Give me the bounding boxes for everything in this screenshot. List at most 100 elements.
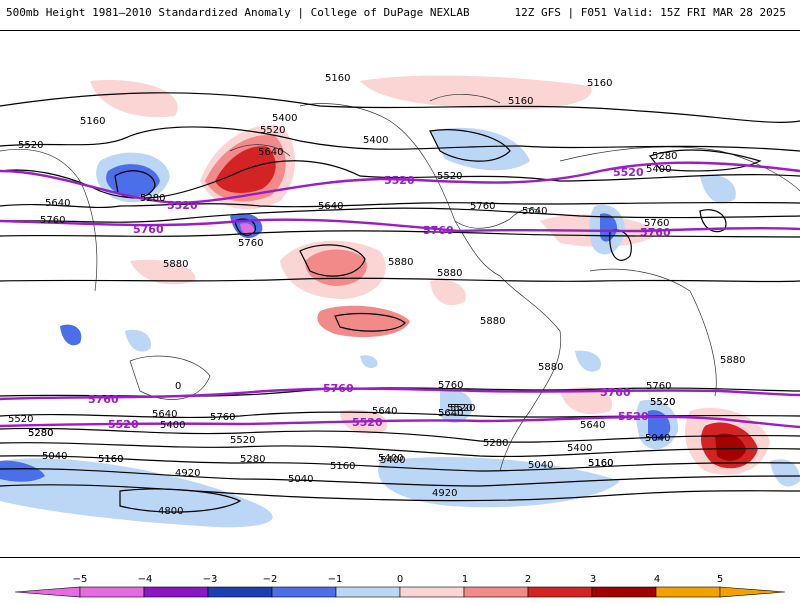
contour-label: 5640 [522,206,547,217]
contour-label: 5520 [650,397,675,408]
contour-label: 4800 [158,506,183,517]
contour-label: 5280 [28,428,53,439]
contour-label: 5400 [378,453,403,464]
contour-label: 5880 [538,362,563,373]
reference-height-label: 5520 [384,174,415,187]
contour-label: 5160 [330,461,355,472]
map-title: 500mb Height 1981–2010 Standardized Anom… [6,6,470,19]
contour-label: 5160 [325,73,350,84]
colorbar-swatch [399,586,465,598]
colorbar-swatch [527,586,593,598]
negative-anomaly-shading [0,127,800,528]
colorbar-tick: 2 [525,574,531,585]
colorbar-swatch [143,586,209,598]
contour-label: 5040 [288,474,313,485]
anomaly-map: 5160 5160 5160 5160 5520 5520 5400 5400 … [0,73,800,528]
colorbar-min-arrow [14,586,81,598]
colorbar-max-arrow [719,586,786,598]
reference-height-label: 5760 [600,386,631,399]
contour-label: 5520 [18,140,43,151]
reference-height-label: 5520 [618,410,649,423]
colorbar-tick-labels: −5 −4 −3 −2 −1 0 1 2 3 4 5 [73,574,724,585]
contour-label: 5640 [318,201,343,212]
anomaly-colorbar: −5 −4 −3 −2 −1 0 1 2 3 4 5 [0,570,800,600]
contour-label: 5880 [388,257,413,268]
colorbar-swatches [14,586,786,598]
colorbar-swatch [655,586,721,598]
reference-height-label: 5520 [352,416,383,429]
contour-label: 5640 [152,409,177,420]
contour-label: 5640 [372,406,397,417]
contour-label: 5880 [437,268,462,279]
coastlines [0,94,800,472]
reference-height-label: 5520 [167,199,198,212]
contour-label: 5400 [646,164,671,175]
colorbar-swatch [79,586,145,598]
contour-label: 5280 [652,151,677,162]
contour-label: 5400 [363,135,388,146]
colorbar-tick: −3 [203,574,218,585]
contour-label: 5160 [80,116,105,127]
contour-label: 5160 [588,458,613,469]
contour-label: 0 [175,381,181,392]
contour-label: 5280 [240,454,265,465]
colorbar-tick: 4 [654,574,660,585]
contour-label: 5040 [645,433,670,444]
contour-label: 5520 [437,171,462,182]
colorbar-svg: −5 −4 −3 −2 −1 0 1 2 3 4 5 [14,574,786,598]
colorbar-tick: −5 [73,574,88,585]
contour-label: 5040 [528,460,553,471]
reference-height-label: 5760 [323,382,354,395]
colorbar-tick: −1 [328,574,343,585]
contour-label: 5880 [480,316,505,327]
reference-height-label: 5520 [613,166,644,179]
contour-label: 5760 [646,381,671,392]
colorbar-swatch [207,586,273,598]
reference-height-lines [0,161,800,429]
contour-labels: 5160 5160 5160 5160 5520 5520 5400 5400 … [8,73,745,517]
contour-label: 5280 [140,193,165,204]
reference-height-label: 5760 [640,226,671,239]
colorbar-tick: −2 [263,574,278,585]
colorbar-tick: 3 [590,574,596,585]
contour-label: 5160 [508,96,533,107]
contour-label: 5760 [438,380,463,391]
map-panel: 5160 5160 5160 5160 5520 5520 5400 5400 … [0,30,800,558]
colorbar-swatch [335,586,401,598]
contour-label: 5880 [163,259,188,270]
contour-label: 5640 [580,420,605,431]
reference-height-label: 5760 [133,223,164,236]
contour-label: 4920 [432,488,457,499]
contour-label: 5400 [567,443,592,454]
colorbar-tick: 0 [397,574,403,585]
contour-label: 5160 [588,458,613,469]
contour-label: 5520 [230,435,255,446]
contour-label: 5280 [28,428,53,439]
contour-label: 5760 [210,412,235,423]
colorbar-swatch [463,586,529,598]
contour-label: 5760 [470,201,495,212]
contour-label: 5640 [45,198,70,209]
model-run-info: 12Z GFS | F051 Valid: 15Z FRI MAR 28 202… [514,6,786,19]
contour-label: 5760 [40,215,65,226]
contour-label: 4920 [175,468,200,479]
contour-label: 5280 [483,438,508,449]
contour-label: 5760 [644,218,669,229]
reference-height-label: 5760 [88,393,119,406]
contour-label: 5880 [720,355,745,366]
contour-label: 5520 [650,397,675,408]
contour-label: 5400 [380,455,405,466]
contour-label: 5400 [160,420,185,431]
contour-label: 5760 [238,238,263,249]
contour-label: 5040 [42,451,67,462]
colorbar-tick: 5 [717,574,723,585]
positive-anomaly-shading [90,75,770,475]
colorbar-tick: −4 [138,574,153,585]
colorbar-swatch [591,586,657,598]
colorbar-swatch [271,586,337,598]
contour-label: 5640 [258,147,283,158]
contour-label: 5160 [98,454,123,465]
reference-height-label: 5760 [423,224,454,237]
contour-label: 5520 [8,414,33,425]
contour-label: 5400 [272,113,297,124]
